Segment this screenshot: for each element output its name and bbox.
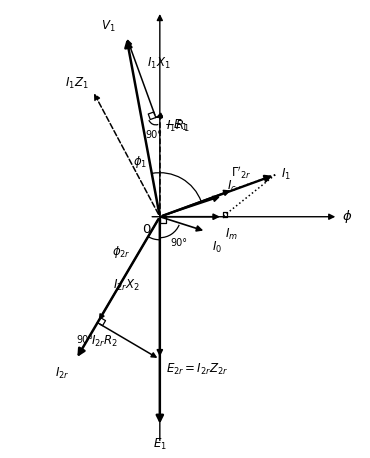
Text: $\phi_{2r}$: $\phi_{2r}$ [112, 245, 131, 261]
Text: $\phi$: $\phi$ [342, 208, 353, 225]
Text: $I_0$: $I_0$ [212, 240, 222, 255]
Text: $I_{2r}$: $I_{2r}$ [55, 365, 70, 381]
Text: $I_1Z_1$: $I_1Z_1$ [65, 76, 88, 91]
Text: $I_m$: $I_m$ [225, 227, 238, 242]
Text: 90°: 90° [170, 238, 187, 248]
Text: $\phi_1$: $\phi_1$ [133, 154, 147, 170]
Text: $I_{2r}R_2$: $I_{2r}R_2$ [91, 333, 118, 349]
Text: $-E_1$: $-E_1$ [164, 118, 188, 133]
Text: $\Gamma'_{2r}$: $\Gamma'_{2r}$ [231, 164, 252, 181]
Text: $E_1$: $E_1$ [153, 437, 167, 452]
Text: 90°: 90° [145, 130, 162, 140]
Text: $0$: $0$ [142, 223, 151, 236]
Text: $E_{2r} = I_{2r}Z_{2r}$: $E_{2r} = I_{2r}Z_{2r}$ [166, 361, 228, 376]
Text: $I_c$: $I_c$ [227, 179, 237, 194]
Text: $V_1$: $V_1$ [101, 19, 116, 34]
Text: $I_{2r}X_2$: $I_{2r}X_2$ [113, 278, 140, 293]
Text: 90°: 90° [76, 335, 93, 345]
Text: $I_1X_1$: $I_1X_1$ [147, 55, 171, 71]
Text: $I_1$: $I_1$ [282, 167, 292, 182]
Text: $I_1R_1$: $I_1R_1$ [166, 119, 190, 134]
